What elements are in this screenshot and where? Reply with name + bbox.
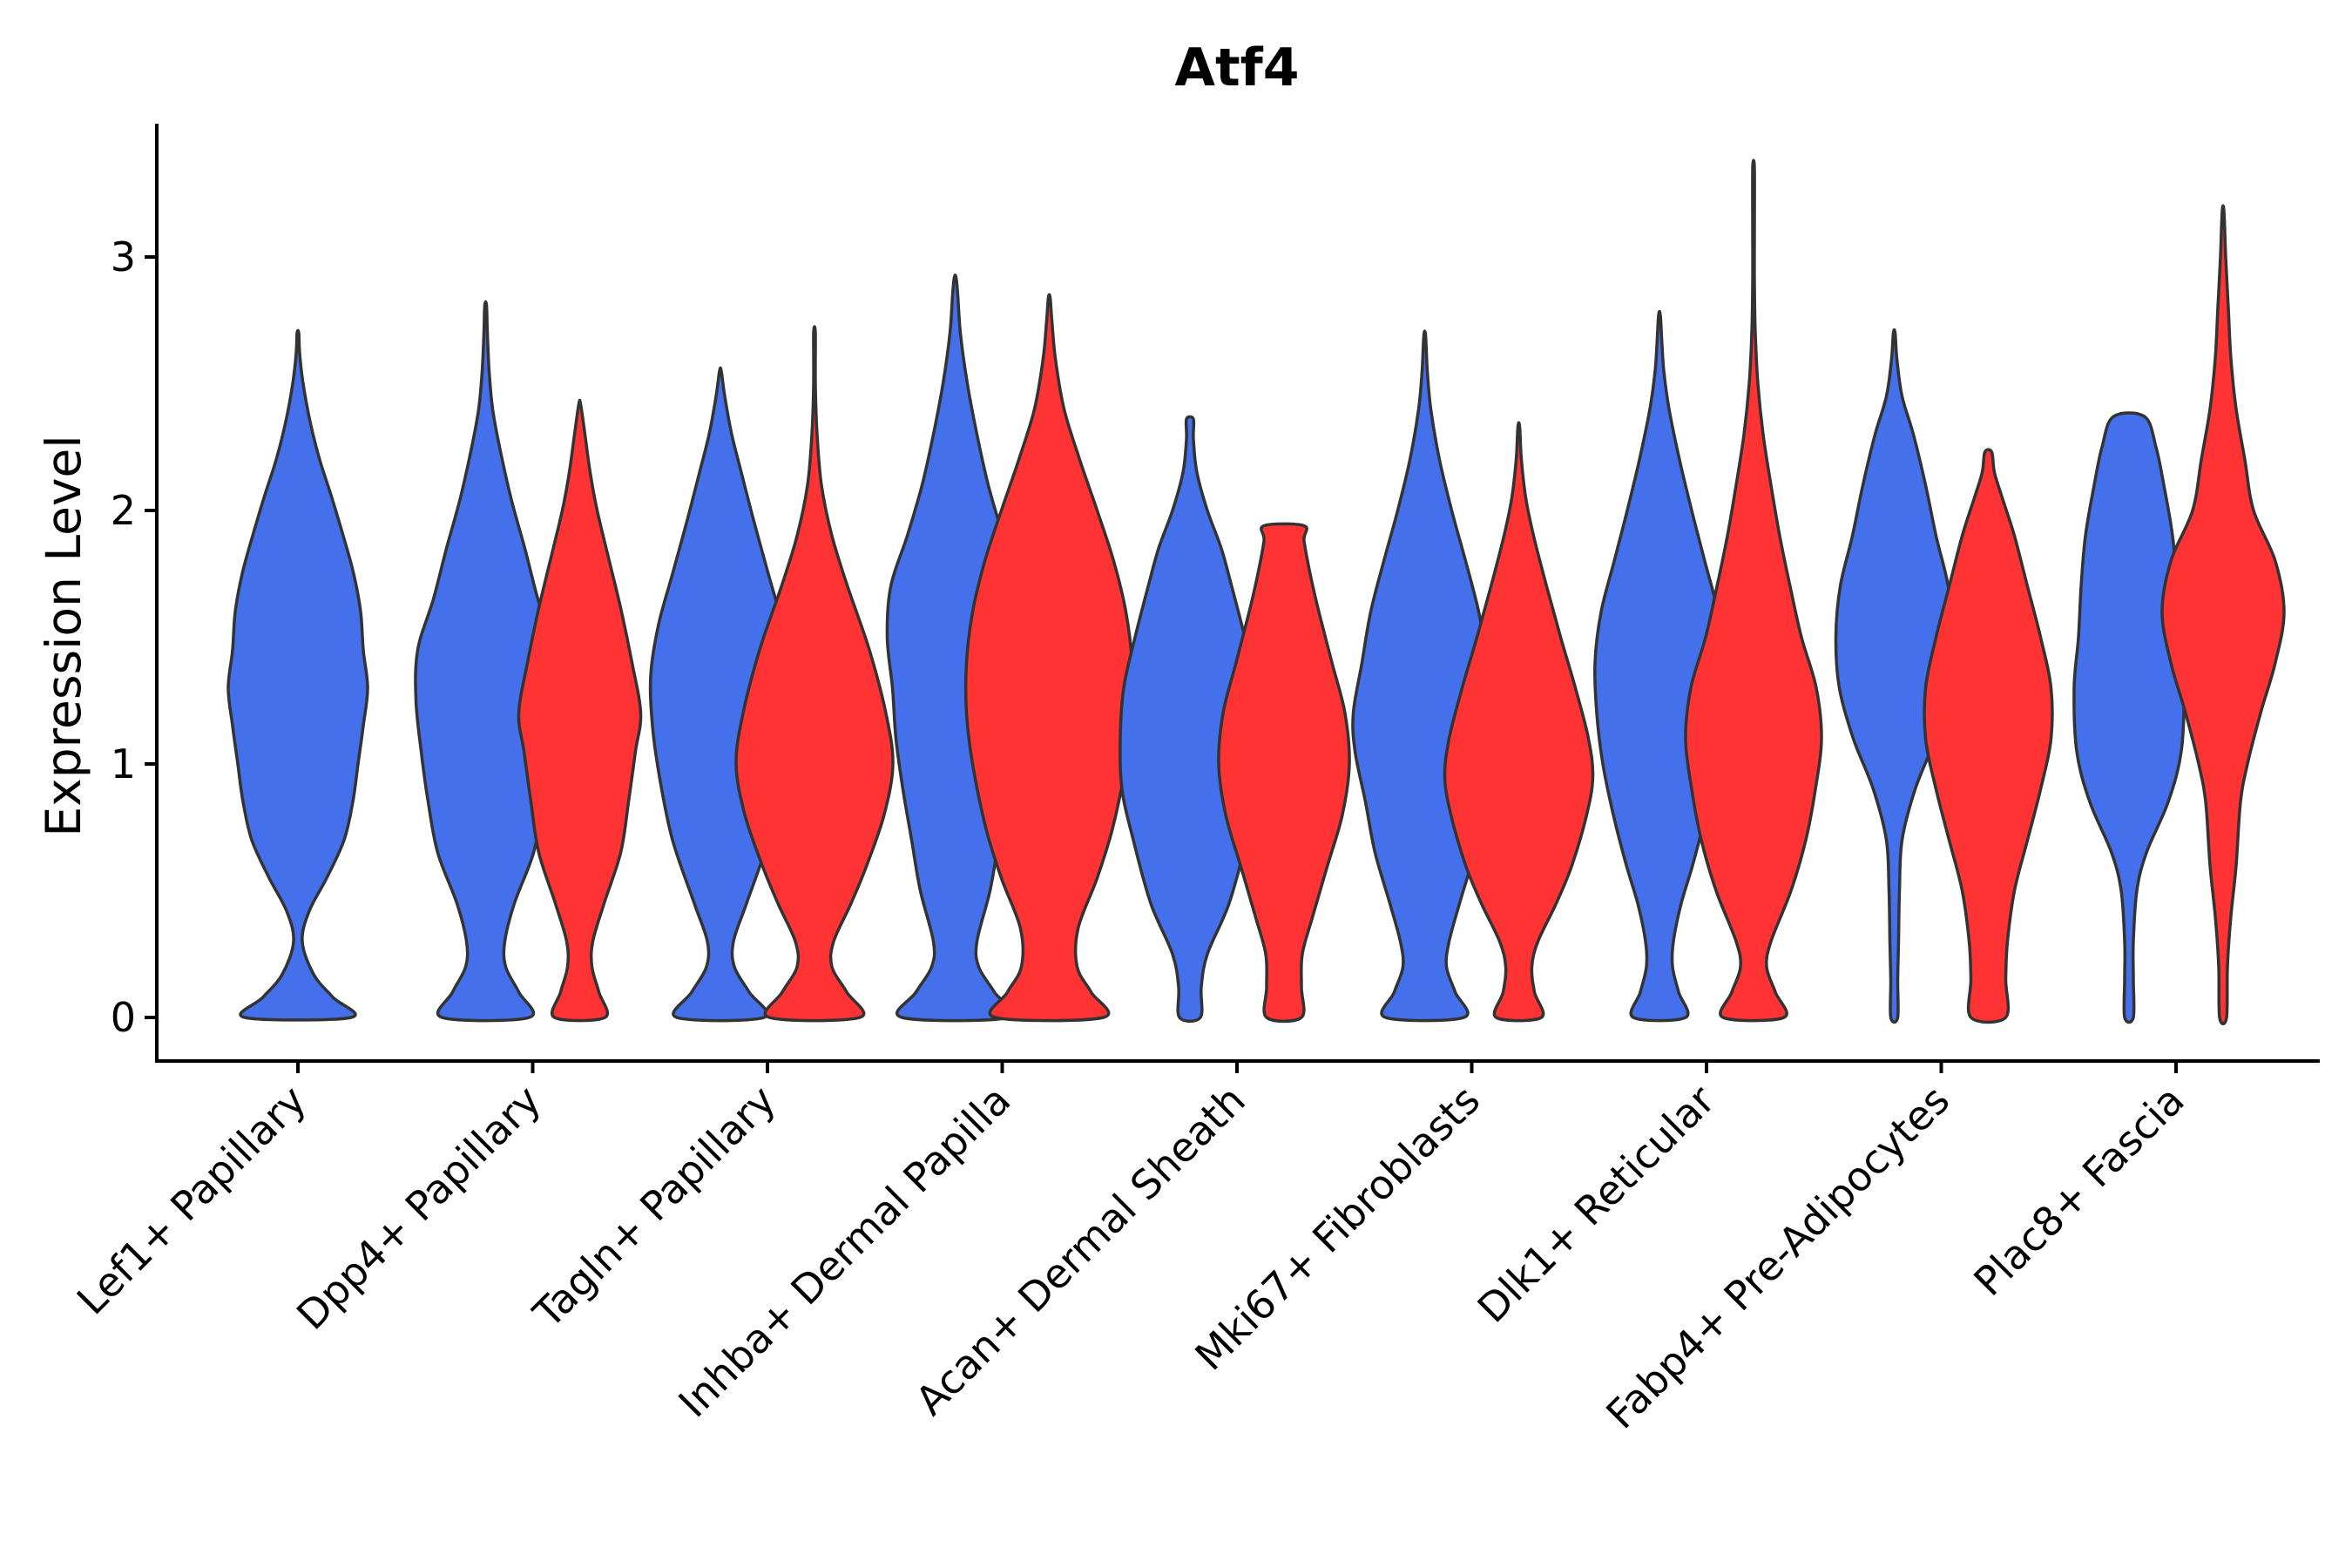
x-tick-label: Plac8+ Fascia — [1964, 1077, 2193, 1305]
chart-title: Atf4 — [1175, 37, 1300, 98]
violin-red-6 — [1684, 159, 1823, 1023]
violin-red-1 — [517, 398, 643, 1023]
x-tick-label: Dpp4+ Papillary — [287, 1077, 550, 1339]
violin-blue-7 — [1834, 328, 1955, 1024]
violin-red-5 — [1443, 421, 1595, 1023]
x-tick-label: Tagln+ Papillary — [524, 1077, 785, 1338]
y-tick-label: 1 — [111, 740, 136, 787]
violins-layer — [226, 159, 2286, 1026]
violin-red-2 — [734, 325, 895, 1023]
violin-red-7 — [1923, 448, 2054, 1024]
violin-red-4 — [1217, 522, 1351, 1024]
y-tick-label: 0 — [111, 994, 136, 1041]
x-tick-label: Lef1+ Papillary — [68, 1077, 315, 1324]
violin-red-3 — [963, 293, 1135, 1023]
violin-blue-0 — [226, 328, 369, 1022]
y-tick-label: 3 — [111, 233, 136, 280]
violin-blue-8 — [2072, 411, 2186, 1024]
y-axis-label: Expression Level — [36, 435, 91, 836]
x-tick-label: Dlk1+ Reticular — [1469, 1077, 1724, 1332]
y-tick-label: 2 — [111, 487, 136, 534]
violin-red-8 — [2160, 204, 2286, 1026]
y-ticks: 0 1 2 3 — [111, 233, 157, 1041]
